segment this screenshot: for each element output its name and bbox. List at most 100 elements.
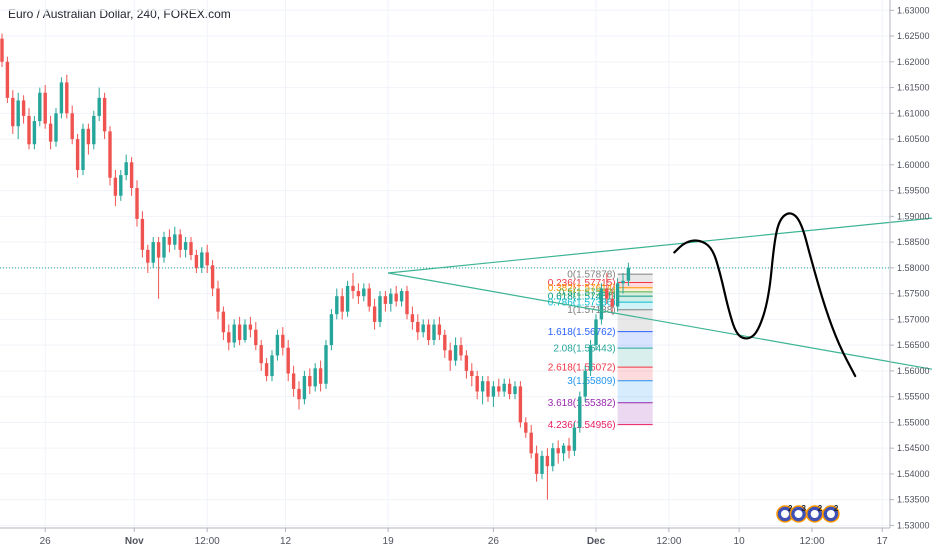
- candle-body: [502, 383, 506, 392]
- projection-drawing[interactable]: [673, 212, 857, 378]
- candle-body: [183, 242, 188, 250]
- candle-body: [59, 82, 64, 114]
- candle-body: [27, 115, 31, 145]
- candle-body: [480, 381, 485, 392]
- candle-body: [335, 296, 339, 315]
- candle-body: [443, 334, 447, 351]
- candle-body: [259, 345, 263, 364]
- candle-body: [146, 249, 150, 263]
- candle-body: [92, 115, 96, 145]
- candle-body: [189, 242, 193, 255]
- candle-body: [243, 324, 247, 340]
- y-tick-label: 1.60500: [897, 134, 930, 144]
- candle-body: [389, 293, 393, 304]
- candle-body: [351, 285, 355, 292]
- candle-body: [416, 321, 420, 333]
- candle-body: [43, 92, 47, 124]
- candle-body: [297, 388, 301, 400]
- candle-body: [534, 453, 539, 474]
- candle-body: [65, 82, 69, 114]
- candle-body: [151, 242, 155, 263]
- y-tick-label: 1.58000: [897, 263, 930, 273]
- fib-zone: [617, 282, 653, 288]
- candle-body: [167, 236, 172, 245]
- y-tick-label: 1.55000: [897, 417, 930, 427]
- fibonacci-extension[interactable]: 0(1.57878)0.236(1.57715)0.382(1.57614)0.…: [548, 270, 653, 432]
- candle-body: [135, 188, 139, 219]
- candle-body: [0, 38, 4, 62]
- candles-layer: [0, 33, 631, 500]
- candle-body: [205, 252, 209, 266]
- fib-level-label: 1(1.57188): [567, 305, 615, 316]
- candle-body: [405, 291, 409, 315]
- fib-level-label: 3(1.55809): [567, 376, 615, 387]
- candle-body: [610, 298, 614, 307]
- candle-body: [437, 324, 442, 335]
- fib-level-label: 0.618(1.57451): [548, 292, 616, 303]
- fib-zone: [617, 380, 653, 403]
- candle-body: [497, 386, 501, 392]
- candle-body: [210, 265, 215, 289]
- candle-body: [75, 139, 80, 170]
- candle-body: [599, 288, 604, 320]
- candle-body: [621, 280, 625, 284]
- y-tick-label: 1.63000: [897, 5, 930, 15]
- candle-body: [329, 314, 334, 346]
- candle-body: [178, 234, 182, 250]
- candle-body: [518, 386, 523, 423]
- event-badge-center: [794, 510, 803, 518]
- x-tick-label: 17: [877, 536, 889, 547]
- candle-body: [140, 218, 145, 250]
- fib-level-label: 4.236(1.54956): [548, 420, 616, 431]
- y-tick-label: 1.62500: [897, 31, 930, 41]
- y-tick-label: 1.57500: [897, 289, 930, 299]
- candle-body: [583, 370, 587, 397]
- candle-body: [291, 373, 296, 389]
- candle-body: [70, 113, 74, 140]
- y-tick-label: 1.57000: [897, 314, 930, 324]
- candle-body: [102, 97, 107, 132]
- projection-path: [673, 212, 857, 378]
- candle-body: [551, 448, 555, 467]
- candle-body: [464, 355, 469, 371]
- candle-body: [194, 254, 199, 268]
- x-tick-label: 19: [383, 536, 395, 547]
- x-tick-label: 12: [280, 536, 292, 547]
- fib-zone: [617, 291, 653, 297]
- fib-zone: [617, 331, 653, 349]
- candle-body: [491, 386, 496, 397]
- trendlines-layer[interactable]: [387, 216, 932, 371]
- candle-body: [32, 121, 37, 145]
- candle-body: [16, 100, 20, 127]
- candle-body: [540, 455, 544, 474]
- candle-body: [113, 177, 118, 196]
- candle-body: [475, 376, 479, 392]
- candle-body: [124, 162, 128, 176]
- candle-body: [308, 376, 312, 387]
- candle-body: [86, 128, 91, 145]
- fib-zone: [617, 309, 653, 332]
- candle-body: [227, 332, 231, 343]
- candle-body: [21, 100, 26, 116]
- candle-body: [313, 368, 317, 387]
- y-tick-label: 1.59000: [897, 211, 930, 221]
- candle-body: [97, 97, 101, 116]
- candle-body: [340, 296, 344, 312]
- x-tick-label: 12:00: [799, 536, 824, 547]
- grid-layer: [0, 0, 890, 528]
- candle-body: [524, 422, 528, 433]
- candle-body: [248, 324, 253, 330]
- y-tick-label: 1.56500: [897, 340, 930, 350]
- fib-zone: [617, 274, 653, 283]
- candle-body: [448, 350, 452, 361]
- candle-body: [486, 381, 490, 397]
- candle-body: [356, 291, 361, 297]
- candle-body: [529, 432, 533, 454]
- candle-body: [345, 285, 350, 312]
- candle-body: [605, 288, 609, 299]
- candle-body: [394, 293, 398, 302]
- candle-body: [162, 236, 166, 258]
